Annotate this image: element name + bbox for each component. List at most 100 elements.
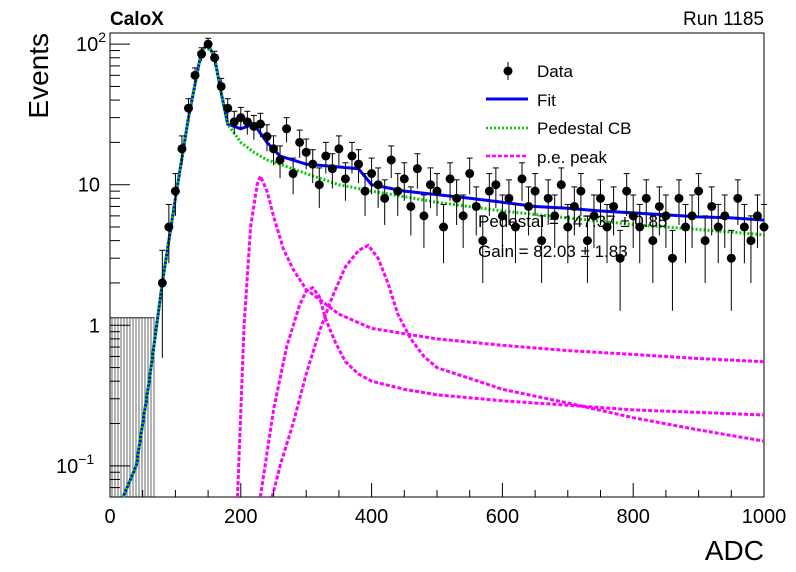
data-point [720, 194, 730, 248]
data-points [157, 37, 769, 358]
x-tick-label: 400 [355, 506, 388, 528]
data-point [380, 179, 390, 225]
gain-annotation: Gain = 82.03 ± 1.83 [478, 242, 628, 261]
data-point [667, 229, 677, 311]
data-point [681, 203, 691, 264]
data-point [452, 179, 462, 225]
data-point [255, 112, 265, 138]
legend-entry-pe-peak: p.e. peak [486, 148, 607, 167]
data-point [628, 194, 638, 248]
legend-label-pedestal: Pedestal CB [537, 119, 632, 138]
data-point [282, 117, 292, 143]
data-point [543, 179, 553, 225]
data-point [733, 179, 743, 225]
x-tick-label: 1000 [742, 506, 787, 528]
data-point [707, 186, 717, 236]
data-point [635, 203, 645, 264]
data-point [622, 173, 632, 216]
data-point [203, 37, 213, 51]
data-point [367, 157, 377, 195]
data-point [458, 194, 468, 248]
data-point [445, 162, 455, 201]
data-point [269, 135, 278, 166]
data-point [739, 203, 749, 264]
data-point [752, 194, 762, 248]
data-point [648, 215, 658, 283]
axes: 0 200 400 600 800 1000 10−1 1 10 102 [56, 29, 786, 528]
data-point [569, 186, 579, 236]
pe-peak-curve-1 [236, 172, 765, 498]
data-point [726, 229, 736, 311]
data-point [229, 110, 239, 135]
data-point [694, 173, 704, 216]
run-label: Run 1185 [683, 9, 764, 30]
data-point [700, 215, 710, 283]
data-point [301, 138, 311, 170]
data-point [340, 162, 350, 201]
data-point [602, 203, 612, 264]
data-point [190, 67, 200, 84]
data-point [550, 194, 560, 248]
data-point [556, 167, 566, 208]
data-point [164, 203, 174, 264]
data-point [439, 203, 449, 264]
data-point [596, 179, 605, 225]
legend-label-data: Data [537, 62, 573, 81]
y-tick-label: 10 [78, 175, 100, 197]
data-point [314, 167, 324, 208]
y-axis-label: Events [23, 33, 54, 119]
data-point [641, 179, 651, 225]
data-point [210, 50, 220, 65]
data-point [412, 153, 422, 189]
pedestal-curve [121, 41, 765, 498]
data-point [321, 141, 331, 174]
x-tick-label: 0 [104, 506, 115, 528]
data-point [504, 179, 514, 225]
pe-peak-curve-3 [270, 243, 765, 498]
data-point [425, 167, 435, 208]
data-point [327, 153, 337, 189]
data-point [242, 110, 252, 135]
data-point [609, 186, 619, 236]
experiment-label: CaloX [110, 9, 164, 30]
empty-bin-hatch [110, 317, 155, 497]
legend-label-pe-peak: p.e. peak [537, 148, 607, 167]
y-tick-label: 102 [76, 29, 106, 56]
data-point [308, 149, 318, 184]
data-point [157, 249, 167, 358]
data-point [170, 173, 180, 216]
data-point [275, 145, 285, 179]
data-point [576, 173, 586, 216]
data-point [406, 186, 416, 236]
x-axis-label: ADC [705, 535, 764, 566]
fit-curves [121, 41, 765, 498]
data-point [759, 203, 769, 264]
data-point [360, 173, 370, 216]
pe-peak-curve-2 [258, 285, 765, 498]
data-point [563, 203, 573, 264]
data-point [373, 167, 383, 208]
data-point [661, 194, 671, 248]
data-point [393, 173, 403, 216]
legend-label-fit: Fit [537, 91, 556, 110]
data-point [262, 124, 272, 152]
data-point [491, 167, 501, 208]
data-point [713, 203, 723, 264]
legend: Data Fit Pedestal CB p.e. peak [486, 62, 632, 167]
data-point [354, 149, 364, 184]
y-tick-label: 1 [89, 315, 100, 337]
x-tick-label: 600 [486, 506, 519, 528]
legend-entry-fit: Fit [486, 91, 556, 110]
x-tick-label: 800 [617, 506, 650, 528]
legend-entry-pedestal: Pedestal CB [486, 119, 632, 138]
data-point [386, 145, 396, 179]
data-point [471, 186, 481, 236]
data-point [497, 194, 507, 248]
data-point [582, 215, 592, 283]
data-point [687, 194, 697, 248]
data-point [223, 98, 233, 120]
data-point [432, 173, 442, 216]
data-point [183, 98, 193, 120]
data-point [517, 162, 527, 201]
